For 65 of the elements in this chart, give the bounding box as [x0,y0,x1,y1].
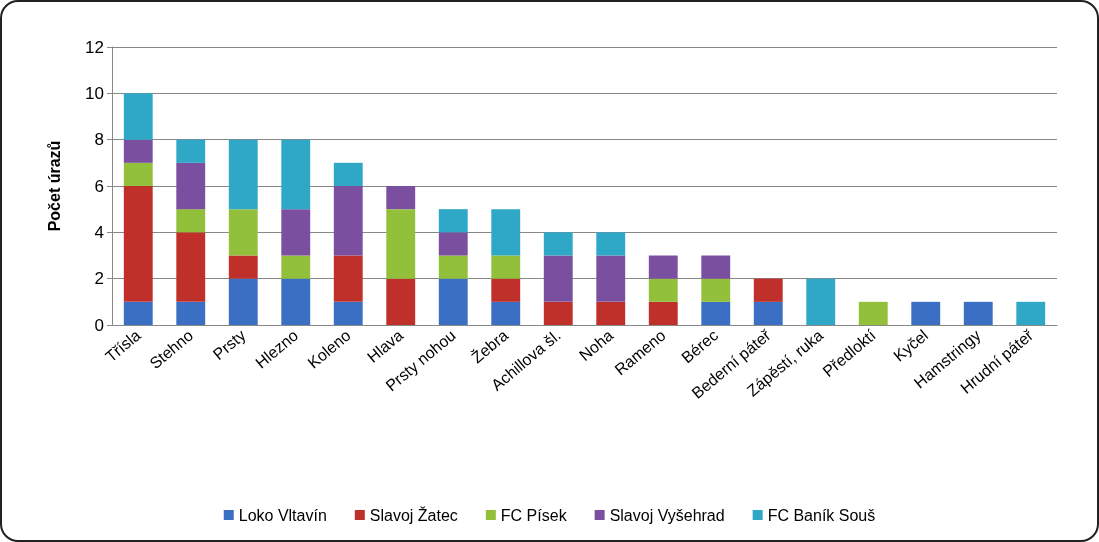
bar [176,209,206,233]
bar [176,232,206,302]
bar [596,255,626,302]
bar [281,278,311,325]
bar [281,209,311,256]
bar [858,301,888,325]
y-tick-label: 12 [85,37,104,57]
bar [333,301,363,325]
bar [963,301,993,325]
bar [228,255,258,279]
bar [176,301,206,325]
bar [596,301,626,325]
bar [228,139,258,210]
bar [806,278,836,325]
y-axis-title: Počet úrazů [45,140,63,232]
bar [543,301,573,325]
y-tick-label: 8 [94,130,104,150]
bar [438,209,468,233]
bar [333,255,363,302]
y-tick-label: 0 [94,315,104,335]
y-tick-label: 4 [94,222,104,242]
bar [753,278,783,302]
bar [386,186,416,210]
legend-label: FC Písek [500,506,568,524]
legend-label: Loko Vltavín [238,506,327,524]
legend-label: Slavoj Vyšehrad [609,506,725,524]
y-tick-label: 10 [85,83,104,103]
bar [438,232,468,256]
bar [438,255,468,279]
bar [123,301,153,325]
bar [333,162,363,186]
bar [491,278,521,302]
bar [543,232,573,256]
bar [333,186,363,256]
bar [701,255,731,279]
bar [176,162,206,210]
bar [228,278,258,325]
bar [543,255,573,302]
bar [491,255,521,279]
bar [123,162,153,186]
bar [911,301,941,325]
bar [123,186,153,302]
bar [438,278,468,325]
y-tick-label: 6 [94,176,104,196]
legend-label: FC Baník Souš [767,506,876,524]
bar [648,301,678,325]
bar [281,255,311,279]
bar [648,255,678,279]
bar [386,209,416,279]
bar [701,301,731,325]
bar [176,139,206,163]
legend-label: Slavoj Žatec [369,505,458,524]
bar [753,301,783,325]
bar [648,278,678,302]
bar [228,209,258,256]
bar [123,139,153,163]
bar [1016,301,1046,325]
bar [123,93,153,140]
bar [701,278,731,302]
bar [281,139,311,210]
bar [386,278,416,325]
bar [491,209,521,256]
bar [596,232,626,256]
y-tick-label: 2 [94,269,104,289]
bar [491,301,521,325]
